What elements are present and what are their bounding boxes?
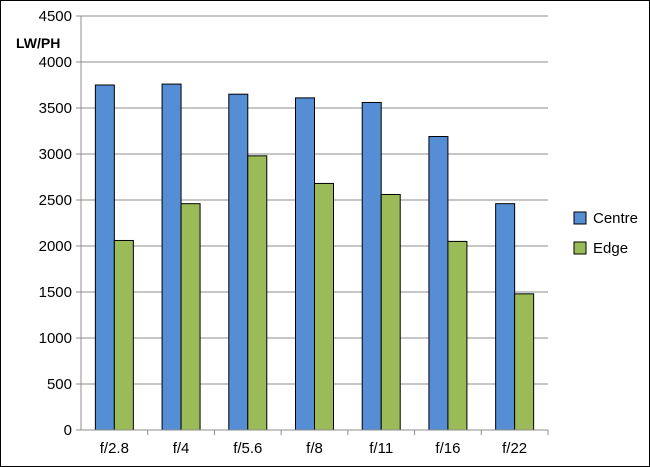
legend-swatch-centre [573, 211, 587, 225]
bars [94, 83, 535, 431]
y-tick-label: 3500 [39, 100, 72, 117]
y-tick-label: 2500 [39, 192, 72, 209]
bar-edge-1 [180, 203, 201, 431]
x-tick-label: f/8 [306, 440, 323, 457]
x-tick-label: f/22 [502, 440, 527, 457]
y-tick-label: 4500 [39, 8, 72, 25]
bar-edge-3 [314, 182, 334, 431]
bar-edge-4 [380, 193, 401, 431]
legend-label-edge: Edge [593, 240, 628, 257]
y-tick-labels: 0 500 1000 1500 2000 2500 3000 3500 4000 4500 [39, 8, 72, 439]
bar-edge-6 [514, 293, 535, 431]
bar-edge-2 [247, 155, 268, 431]
y-tick-label: 3000 [39, 146, 72, 163]
y-tick-label: 1500 [39, 284, 72, 301]
bar-centre-3 [295, 97, 315, 431]
legend-swatch-edge [573, 241, 587, 255]
x-tick-label: f/5.6 [233, 440, 262, 457]
x-tick-label: f/16 [435, 440, 460, 457]
x-tick-label: f/4 [173, 440, 190, 457]
bar-centre-0 [94, 84, 115, 431]
y-tick-label: 2000 [39, 238, 72, 255]
y-tick-label: 4000 [39, 54, 72, 71]
y-tick-label: 1000 [39, 330, 72, 347]
x-tick-label: f/2.8 [100, 440, 129, 457]
bar-centre-6 [495, 203, 516, 431]
bar-centre-2 [228, 93, 249, 431]
bar-centre-4 [361, 101, 382, 431]
y-tick-label: 500 [47, 376, 72, 393]
bar-edge-5 [447, 240, 468, 431]
legend: Centre Edge [573, 210, 638, 257]
x-tick-labels: f/2.8 f/4 f/5.6 f/8 f/11 f/16 f/22 [100, 430, 549, 457]
y-axis-label: LW/PH [16, 35, 60, 51]
bar-centre-5 [428, 136, 449, 431]
bar-centre-1 [161, 83, 182, 431]
y-tick-label: 0 [64, 422, 72, 439]
legend-label-centre: Centre [593, 210, 638, 227]
x-tick-label: f/11 [369, 440, 393, 457]
bar-edge-0 [113, 239, 134, 431]
